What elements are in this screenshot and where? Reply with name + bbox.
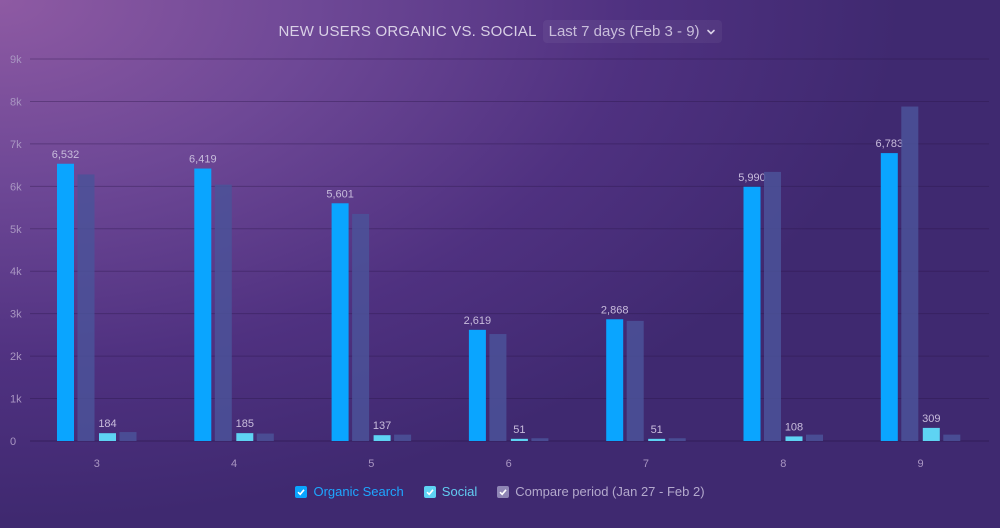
- bar-organic-search: [331, 203, 349, 441]
- data-label: 2,619: [464, 315, 492, 327]
- bar-organic-search: [57, 163, 74, 442]
- data-label: 51: [651, 424, 663, 436]
- data-label: 6,532: [52, 149, 80, 161]
- period-label: Last 7 days (Feb 3 - 9): [548, 23, 700, 40]
- bar-social-compare: [806, 434, 823, 441]
- bar-social: [922, 427, 940, 441]
- bar-social-compare: [531, 438, 549, 441]
- bar-social-compare: [256, 433, 274, 441]
- x-tick-label: 4: [231, 458, 237, 470]
- data-label: 2,868: [601, 304, 629, 316]
- checkbox-checked-icon[interactable]: [423, 485, 436, 498]
- bar-social-compare: [119, 432, 137, 441]
- chart-header: NEW USERS ORGANIC VS. SOCIAL Last 7 days…: [0, 20, 1000, 43]
- y-tick-label: 8k: [10, 96, 22, 108]
- chart-legend: Organic Search Social Compare period (Ja…: [0, 484, 1000, 499]
- y-tick-label: 2k: [10, 351, 22, 363]
- y-tick-label: 0: [10, 436, 16, 448]
- chart-title: NEW USERS ORGANIC VS. SOCIAL: [278, 23, 537, 40]
- chevron-down-icon: [706, 29, 715, 35]
- x-tick-label: 3: [94, 458, 100, 470]
- bar-organic-compare: [901, 106, 919, 441]
- bar-organic-compare: [764, 171, 781, 441]
- data-label: 184: [98, 418, 116, 430]
- bar-social-compare: [943, 434, 961, 441]
- bar-social: [373, 435, 391, 441]
- x-tick-label: 9: [917, 458, 923, 470]
- bar-social: [648, 438, 666, 441]
- bar-organic-compare: [626, 320, 644, 441]
- x-tick-label: 5: [368, 458, 374, 470]
- data-label: 51: [513, 424, 525, 436]
- bar-social: [785, 436, 803, 441]
- data-label: 185: [236, 418, 254, 430]
- y-tick-label: 4k: [10, 266, 22, 278]
- bar-organic-compare: [352, 213, 370, 441]
- data-label: 108: [785, 421, 803, 433]
- x-tick-label: 6: [506, 458, 512, 470]
- y-tick-label: 5k: [10, 224, 22, 236]
- bar-organic-compare: [214, 184, 232, 441]
- x-tick-label: 7: [643, 458, 649, 470]
- bar-organic-search: [743, 186, 761, 441]
- data-label: 5,601: [326, 188, 354, 200]
- bar-social-compare: [394, 434, 412, 441]
- legend-label: Compare period (Jan 27 - Feb 2): [515, 484, 705, 499]
- bar-social: [236, 433, 254, 441]
- legend-label: Social: [441, 484, 478, 499]
- x-tick-label: 8: [780, 458, 786, 470]
- period-dropdown[interactable]: Last 7 days (Feb 3 - 9): [542, 20, 722, 43]
- data-label: 5,990: [738, 172, 766, 184]
- y-tick-label: 7k: [10, 139, 22, 151]
- data-label: 6,419: [189, 154, 217, 166]
- checkbox-checked-icon[interactable]: [295, 485, 308, 498]
- data-label: 137: [373, 420, 391, 432]
- data-label: 6,783: [876, 138, 904, 150]
- bar-organic-compare: [77, 174, 95, 441]
- bar-organic-search: [880, 153, 898, 441]
- y-tick-label: 9k: [10, 54, 22, 66]
- legend-item-compare-period[interactable]: Compare period (Jan 27 - Feb 2): [497, 484, 705, 499]
- bar-organic-search: [194, 168, 212, 441]
- y-tick-label: 1k: [10, 394, 22, 406]
- bar-social-compare: [668, 438, 686, 441]
- checkbox-checked-icon[interactable]: [497, 485, 510, 498]
- legend-label: Organic Search: [313, 484, 404, 499]
- y-tick-label: 6k: [10, 181, 22, 193]
- bar-organic-compare: [489, 334, 507, 441]
- legend-item-organic-search[interactable]: Organic Search: [295, 484, 404, 499]
- bar-social: [510, 438, 528, 441]
- legend-item-social[interactable]: Social: [423, 484, 478, 499]
- y-tick-label: 3k: [10, 309, 22, 321]
- data-label: 309: [922, 413, 940, 425]
- bar-social: [99, 433, 116, 441]
- bar-organic-search: [468, 329, 486, 441]
- bar-organic-search: [606, 319, 624, 441]
